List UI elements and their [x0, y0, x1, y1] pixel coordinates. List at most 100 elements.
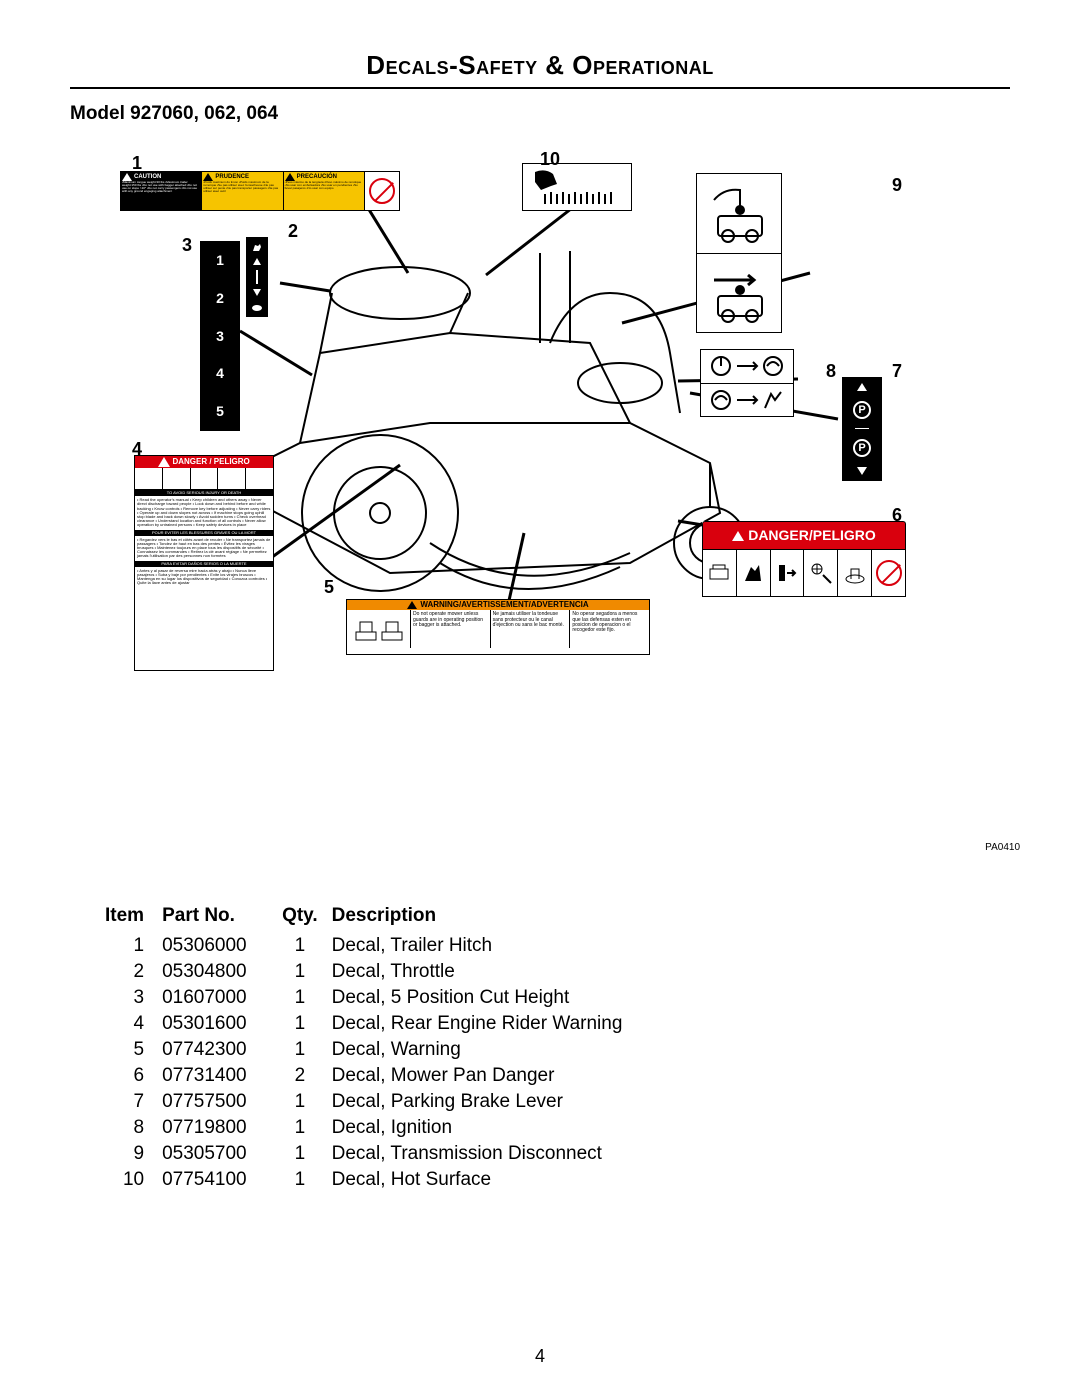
- decal4-pic-3: [191, 468, 219, 489]
- cell-part: 07754100: [162, 1167, 282, 1193]
- title-rule: [70, 87, 1010, 89]
- cell-qty: 1: [282, 933, 332, 959]
- cell-item: 1: [105, 933, 162, 959]
- cell-item: 6: [105, 1063, 162, 1089]
- decal-4-danger: DANGER / PELIGRO TO AVOID SERIOUS INJURY…: [134, 455, 274, 671]
- callout-6: 6: [892, 505, 902, 526]
- callout-5: 5: [324, 577, 334, 598]
- decal-10-hot-surface: [522, 163, 632, 211]
- col-desc: Description: [332, 903, 637, 933]
- decal4-txt-en: • Read the operator's manual • Keep chil…: [135, 496, 273, 529]
- turtle-icon: [251, 301, 263, 313]
- cell-item: 8: [105, 1115, 162, 1141]
- parts-table: Item Part No. Qty. Description 105306000…: [105, 903, 636, 1193]
- decal-2-throttle: [246, 237, 268, 317]
- decal6-ic-5: [838, 550, 872, 596]
- ignition-off-icon: [707, 352, 787, 380]
- decal-3-cut-height: 1 2 3 4 5: [200, 241, 240, 431]
- decal6-ic-6: [872, 550, 905, 596]
- callout-3: 3: [182, 235, 192, 256]
- cell-part: 07719800: [162, 1115, 282, 1141]
- cell-item: 9: [105, 1141, 162, 1167]
- cell-desc: Decal, Trailer Hitch: [332, 933, 637, 959]
- decal6-ic-1: [703, 550, 737, 596]
- cell-part: 05301600: [162, 1011, 282, 1037]
- decal-6-danger: DANGER/PELIGRO: [702, 521, 906, 599]
- cell-part: 07757500: [162, 1089, 282, 1115]
- cell-item: 4: [105, 1011, 162, 1037]
- cell-desc: Decal, Hot Surface: [332, 1167, 637, 1193]
- decal9-top: [697, 174, 781, 254]
- table-row: 3016070001Decal, 5 Position Cut Height: [105, 985, 636, 1011]
- trans-disengaged-icon: [704, 260, 774, 326]
- cell-qty: 1: [282, 959, 332, 985]
- decal4-pic-1: [135, 468, 163, 489]
- cell-desc: Decal, Warning: [332, 1037, 637, 1063]
- cell-item: 3: [105, 985, 162, 1011]
- down-arrow-icon: [253, 289, 261, 296]
- decal7-up-arrow-icon: [857, 383, 867, 391]
- decal-7-park-brake: P P: [842, 377, 882, 481]
- hot-surface-icon: [527, 166, 627, 206]
- cell-desc: Decal, Parking Brake Lever: [332, 1089, 637, 1115]
- cell-desc: Decal, Transmission Disconnect: [332, 1141, 637, 1167]
- table-row: 10077541001Decal, Hot Surface: [105, 1167, 636, 1193]
- cell-qty: 1: [282, 1141, 332, 1167]
- cell-part: 01607000: [162, 985, 282, 1011]
- cell-qty: 1: [282, 1115, 332, 1141]
- cell-qty: 1: [282, 1037, 332, 1063]
- decal5-hdr: WARNING/AVERTISSEMENT/ADVERTENCIA: [420, 601, 588, 609]
- diagram-ref: PA0410: [985, 842, 1020, 853]
- decal-1-caution: CAUTION •Maximum tongue weight:30 lbs •M…: [120, 171, 400, 211]
- callout-1: 1: [132, 153, 142, 174]
- cell-part: 05304800: [162, 959, 282, 985]
- page-title: Decals-Safety & Operational: [70, 50, 1010, 87]
- callout-8: 8: [826, 361, 836, 382]
- decal6-ic-2: [737, 550, 771, 596]
- decal4-txt-es: • Antes y al pasar de reversa mire hacia…: [135, 567, 273, 588]
- cell-part: 07731400: [162, 1063, 282, 1089]
- ignition-start-icon: [707, 386, 787, 414]
- table-row: 5077423001Decal, Warning: [105, 1037, 636, 1063]
- cell-qty: 2: [282, 1063, 332, 1089]
- cell-item: 2: [105, 959, 162, 985]
- decal6-ic-3: [771, 550, 805, 596]
- table-row: 1053060001Decal, Trailer Hitch: [105, 933, 636, 959]
- table-row: 9053057001Decal, Transmission Disconnect: [105, 1141, 636, 1167]
- decal7-down-arrow-icon: [857, 467, 867, 475]
- col-part: Part No.: [162, 903, 282, 933]
- decal-8-ignition: [700, 349, 794, 417]
- cell-desc: Decal, Rear Engine Rider Warning: [332, 1011, 637, 1037]
- up-arrow-icon: [253, 258, 261, 265]
- page-number: 4: [0, 1346, 1080, 1367]
- cell-qty: 1: [282, 1167, 332, 1193]
- cell-item: 10: [105, 1167, 162, 1193]
- decal6-hdr: DANGER/PELIGRO: [748, 528, 876, 543]
- cell-part: 05306000: [162, 933, 282, 959]
- model-line: Model 927060, 062, 064: [70, 103, 1010, 125]
- decal5-col-2: No operar segadora a menos que las defen…: [570, 610, 649, 648]
- table-row: 6077314002Decal, Mower Pan Danger: [105, 1063, 636, 1089]
- callout-9: 9: [892, 175, 902, 196]
- cell-qty: 1: [282, 985, 332, 1011]
- cell-part: 05305700: [162, 1141, 282, 1167]
- table-row: 7077575001Decal, Parking Brake Lever: [105, 1089, 636, 1115]
- decal6-ic-4: [804, 550, 838, 596]
- callout-2: 2: [288, 221, 298, 242]
- cell-part: 07742300: [162, 1037, 282, 1063]
- decal-5-warning: WARNING/AVERTISSEMENT/ADVERTENCIA Do not…: [346, 599, 650, 655]
- cell-item: 7: [105, 1089, 162, 1115]
- cell-desc: Decal, Throttle: [332, 959, 637, 985]
- rabbit-icon: [251, 241, 263, 253]
- callout-4: 4: [132, 439, 142, 460]
- cell-qty: 1: [282, 1011, 332, 1037]
- decal-9-trans-disc: [696, 173, 782, 333]
- decal4-hdr: DANGER / PELIGRO: [172, 457, 249, 466]
- decal5-col-1: Ne jamais utiliser la tondeuse sans prot…: [491, 610, 571, 648]
- table-row: 2053048001Decal, Throttle: [105, 959, 636, 985]
- decal7-p1: P: [853, 401, 871, 419]
- decal8-bottom: [701, 384, 793, 417]
- cell-qty: 1: [282, 1089, 332, 1115]
- guard-icon: [354, 614, 404, 644]
- cell-desc: Decal, 5 Position Cut Height: [332, 985, 637, 1011]
